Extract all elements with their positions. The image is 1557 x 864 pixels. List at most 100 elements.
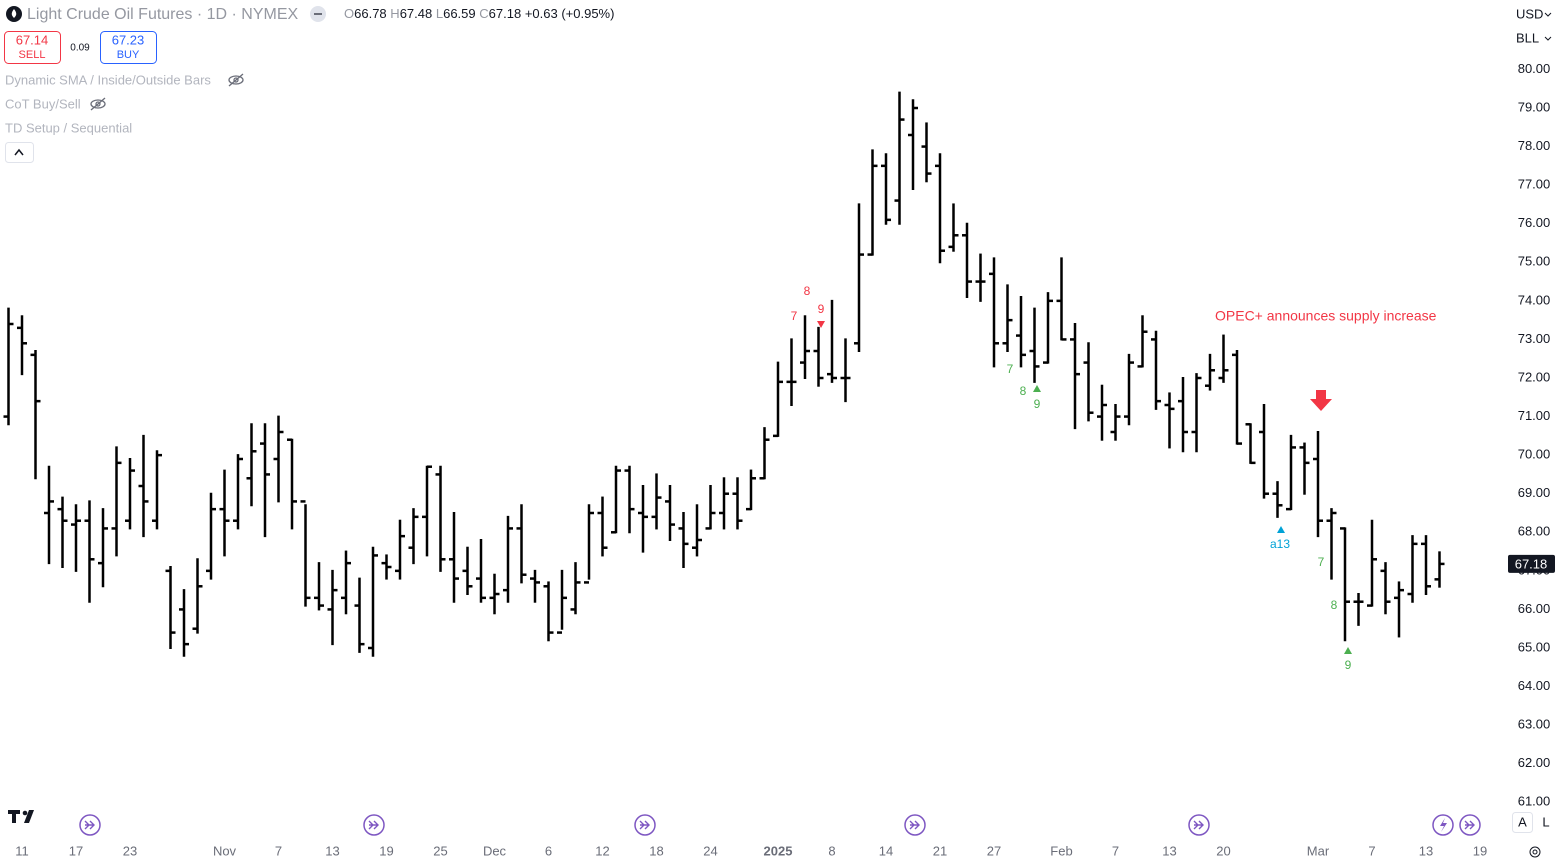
currency[interactable]: USD xyxy=(1516,6,1543,21)
x-tick-label: 20 xyxy=(1216,843,1230,858)
y-tick-label: 73.00 xyxy=(1518,331,1551,346)
buy-label: BUY xyxy=(117,49,140,61)
td-count: a13 xyxy=(1270,537,1290,551)
x-tick-label: 19 xyxy=(379,843,393,858)
change: +0.63 (+0.95%) xyxy=(525,6,615,21)
ohlc-value: 67.48 xyxy=(400,6,433,21)
chevron xyxy=(1544,12,1552,17)
buy-price: 67.23 xyxy=(112,32,145,47)
y-tick-label: 61.00 xyxy=(1518,794,1551,809)
x-tick-label: 25 xyxy=(433,843,447,858)
y-tick-label: 72.00 xyxy=(1518,369,1551,384)
hidden-icon[interactable] xyxy=(90,97,106,111)
event-icon-glyph xyxy=(909,820,920,830)
td-marker xyxy=(817,321,825,328)
x-tick-label: 19 xyxy=(1473,843,1487,858)
event-icon-glyph xyxy=(368,820,379,830)
td-count: 8 xyxy=(804,284,811,298)
sell-label: SELL xyxy=(19,49,46,61)
x-tick-label: 12 xyxy=(595,843,609,858)
x-tick-label: 7 xyxy=(1112,843,1119,858)
y-tick-label: 80.00 xyxy=(1518,61,1551,76)
buy-button[interactable] xyxy=(100,31,157,64)
unit[interactable]: BLL xyxy=(1516,30,1539,45)
td-marker xyxy=(1344,647,1352,654)
symbol-icon-drop xyxy=(11,9,17,18)
ohlc-label: O xyxy=(344,6,354,21)
auto-scale-button[interactable] xyxy=(1512,812,1533,833)
ohlc-series xyxy=(3,91,1445,657)
ohlc-value: 66.78 xyxy=(354,6,387,21)
auto-scale: A xyxy=(1518,814,1527,829)
y-tick-label: 75.00 xyxy=(1518,254,1551,269)
y-tick-label: 76.00 xyxy=(1518,215,1551,230)
td-marker xyxy=(1033,385,1041,392)
y-tick-label: 69.00 xyxy=(1518,485,1551,500)
hidden-icon[interactable] xyxy=(228,73,244,87)
y-tick-label: 66.00 xyxy=(1518,601,1551,616)
tv-logo xyxy=(8,810,34,823)
td-count: 8 xyxy=(1020,384,1027,398)
chevron-up xyxy=(14,148,24,156)
td-count: 9 xyxy=(1345,658,1352,672)
x-tick-label: 7 xyxy=(275,843,282,858)
td-count: 8 xyxy=(1331,598,1338,612)
td-count: 9 xyxy=(818,302,825,316)
event-label: OPEC+ announces supply increase xyxy=(1215,308,1437,324)
y-tick-label: 65.00 xyxy=(1518,639,1551,654)
sell-button[interactable] xyxy=(4,31,61,64)
settings-icon[interactable] xyxy=(1529,846,1541,858)
event-icon-glyph xyxy=(1464,820,1475,830)
y-tick-label: 77.00 xyxy=(1518,177,1551,192)
x-tick-label: 21 xyxy=(933,843,947,858)
y-tick-label: 74.00 xyxy=(1518,292,1551,307)
x-tick-label: 17 xyxy=(69,843,83,858)
y-tick-label: 63.00 xyxy=(1518,717,1551,732)
x-tick-label: Feb xyxy=(1050,843,1072,858)
x-tick-label: Mar xyxy=(1307,843,1330,858)
y-tick-label: 62.00 xyxy=(1518,755,1551,770)
indicator-label[interactable]: Dynamic SMA / Inside/Outside Bars xyxy=(5,72,211,87)
ohlc-value: 66.59 xyxy=(443,6,476,21)
x-tick-label: 13 xyxy=(1419,843,1433,858)
x-tick-label: 27 xyxy=(987,843,1001,858)
x-tick-label: 13 xyxy=(1162,843,1176,858)
x-tick-label: 11 xyxy=(15,843,29,858)
last-price-box xyxy=(1508,554,1555,573)
symbol-title: Light Crude Oil Futures · 1D · NYMEX xyxy=(27,6,299,23)
x-tick-label: 6 xyxy=(545,843,552,858)
event-icon-glyph xyxy=(1440,818,1447,832)
chevron xyxy=(1544,36,1552,41)
event-icon-glyph xyxy=(1193,820,1204,830)
event-icon-glyph xyxy=(84,820,95,830)
y-tick-label: 70.00 xyxy=(1518,447,1551,462)
ohlc-label: H xyxy=(390,6,399,21)
x-tick-label: 18 xyxy=(649,843,663,858)
event-icon-glyph xyxy=(639,820,650,830)
x-tick-label: 7 xyxy=(1368,843,1375,858)
indicator-label[interactable]: TD Setup / Sequential xyxy=(5,120,132,135)
x-tick-label: 2025 xyxy=(764,843,793,858)
indicator-label[interactable]: CoT Buy/Sell xyxy=(5,96,81,111)
td-count: 9 xyxy=(1034,397,1041,411)
ohlc-values: O66.78 H67.48 L66.59 C67.18 +0.63 (+0.95… xyxy=(344,6,614,21)
ohlc-value: 67.18 xyxy=(489,6,522,21)
ohlc-label: C xyxy=(479,6,488,21)
event-arrow xyxy=(1310,390,1332,411)
spread: 0.09 xyxy=(70,43,90,54)
log-scale[interactable]: L xyxy=(1542,814,1549,829)
x-tick-label: 23 xyxy=(123,843,137,858)
y-tick-label: 64.00 xyxy=(1518,678,1551,693)
x-tick-label: 8 xyxy=(828,843,835,858)
sell-price: 67.14 xyxy=(16,32,49,47)
collapse-indicators[interactable] xyxy=(5,142,34,163)
last-price-label: 67.18 xyxy=(1515,556,1548,571)
x-tick-label: Nov xyxy=(213,843,237,858)
ohlc-label: L xyxy=(436,6,443,21)
x-tick-label: 13 xyxy=(325,843,339,858)
td-marker xyxy=(1277,526,1285,533)
x-tick-label: 14 xyxy=(879,843,893,858)
y-tick-label: 79.00 xyxy=(1518,99,1551,114)
x-tick-label: 24 xyxy=(703,843,717,858)
